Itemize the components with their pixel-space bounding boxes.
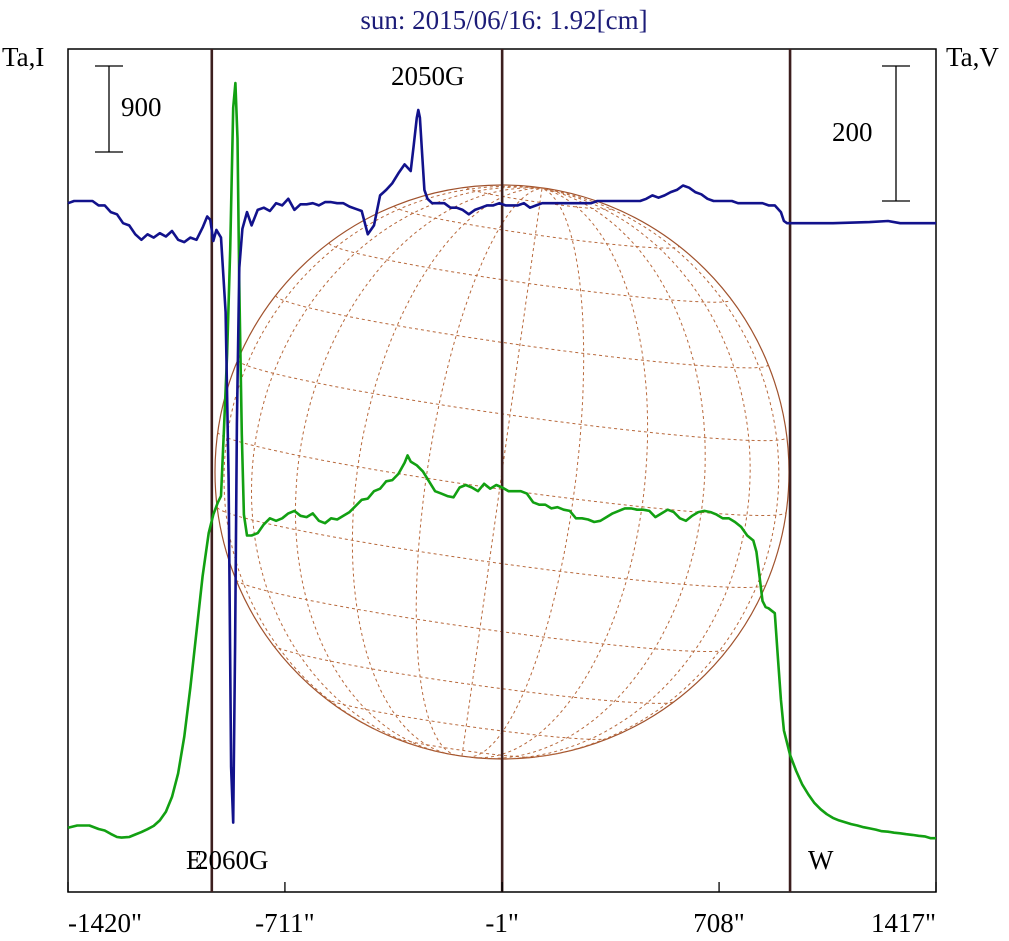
disk-parallel <box>272 644 675 704</box>
disk-parallel <box>328 243 732 303</box>
disk-parallel <box>325 698 609 740</box>
scale-bar-left <box>95 65 123 153</box>
y-axis-label-left: Ta,I <box>2 42 44 72</box>
disk-parallel <box>237 359 788 442</box>
x-tick-label-2: -1" <box>485 908 519 938</box>
scale-bar-right-label: 200 <box>832 117 873 147</box>
annotation-2060g: 2060G <box>195 845 269 875</box>
y-axis-label-right: Ta,V <box>946 42 999 72</box>
disk-meridian <box>527 187 780 759</box>
limb-and-center-markers <box>210 49 792 892</box>
scale-bar-left-label: 900 <box>121 92 162 122</box>
disk-meridian <box>461 188 543 757</box>
disk-parallel <box>394 206 680 249</box>
scale-bar-right <box>882 65 910 202</box>
disk-meridian <box>500 187 751 760</box>
disk-parallel <box>466 187 615 210</box>
disk-meridian <box>294 187 543 753</box>
disk-parallel <box>217 431 787 516</box>
annotation-2050g: 2050G <box>391 61 465 91</box>
disk-parallel <box>391 736 535 758</box>
x-axis-ticks: -1420" -711" -1" 708" 1417" <box>67 882 937 938</box>
marker-label-e: E <box>186 845 203 875</box>
disk-parallel <box>235 579 729 652</box>
x-tick-label-3: 708" <box>693 908 745 938</box>
chart-title: sun: 2015/06/16: 1.92[cm] <box>360 5 647 35</box>
series-I <box>67 81 936 840</box>
x-tick-label-4: 1417" <box>871 908 936 938</box>
solar-disk-grid <box>214 184 790 760</box>
disk-parallel <box>216 507 767 589</box>
series-V <box>67 108 936 824</box>
disk-meridian <box>415 187 543 756</box>
x-tick-label-1: -711" <box>255 908 315 938</box>
x-tick-label-0: -1420" <box>68 908 142 938</box>
marker-label-w: W <box>808 845 834 875</box>
disk-meridian <box>485 187 706 759</box>
disk-meridian <box>467 187 585 758</box>
disk-meridian <box>250 186 543 749</box>
disk-meridian <box>473 187 649 759</box>
disk-meridian <box>351 187 542 755</box>
series-lines <box>67 81 936 840</box>
disk-meridian <box>223 185 543 741</box>
